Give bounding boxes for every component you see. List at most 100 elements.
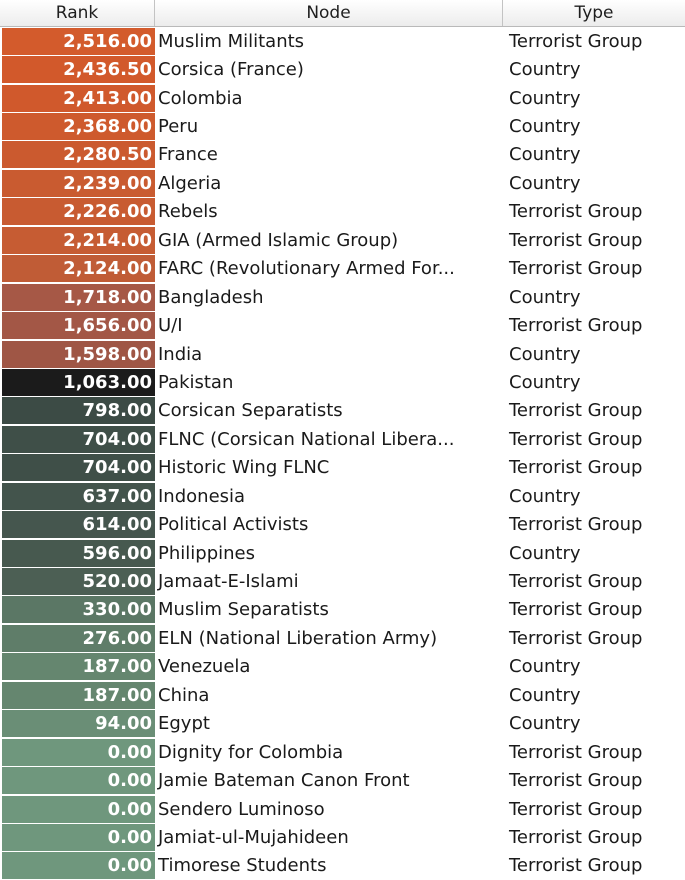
table-row[interactable]: 2,436.50 Corsica (France) Country bbox=[0, 55, 685, 84]
type-cell: Terrorist Group bbox=[509, 229, 643, 251]
type-cell: Terrorist Group bbox=[509, 400, 643, 422]
table-row[interactable]: 0.00 Dignity for Colombia Terrorist Group bbox=[0, 738, 685, 766]
rank-cell: 2,516.00 bbox=[2, 27, 155, 55]
table-row[interactable]: 0.00 Timorese Students Terrorist Group bbox=[0, 852, 685, 880]
type-cell: Country bbox=[509, 144, 581, 166]
table-row[interactable]: 2,413.00 Colombia Country bbox=[0, 84, 685, 112]
type-cell: Terrorist Group bbox=[509, 201, 643, 223]
rank-cell: 330.00 bbox=[2, 596, 155, 624]
type-cell: Terrorist Group bbox=[509, 315, 643, 337]
type-cell: Country bbox=[509, 656, 581, 678]
rank-cell: 187.00 bbox=[2, 653, 155, 681]
table-row[interactable]: 187.00 China Country bbox=[0, 681, 685, 709]
table-row[interactable]: 330.00 Muslim Separatists Terrorist Group bbox=[0, 596, 685, 624]
type-cell: Country bbox=[509, 371, 581, 393]
node-cell: Egypt bbox=[158, 713, 210, 735]
node-cell: Indonesia bbox=[158, 485, 246, 507]
rank-cell: 1,063.00 bbox=[2, 368, 155, 396]
table-row[interactable]: 1,063.00 Pakistan Country bbox=[0, 368, 685, 396]
node-cell: Corsica (France) bbox=[158, 59, 304, 81]
table-row[interactable]: 2,214.00 GIA (Armed Islamic Group) Terrori… bbox=[0, 226, 685, 254]
type-cell: Terrorist Group bbox=[509, 258, 643, 280]
type-cell: Terrorist Group bbox=[509, 428, 643, 450]
table-row[interactable]: 0.00 Jamie Bateman Canon Front Terrorist G… bbox=[0, 766, 685, 795]
node-cell: Venezuela bbox=[158, 656, 251, 678]
type-cell: Country bbox=[509, 713, 581, 735]
table-row[interactable]: 637.00 Indonesia Country bbox=[0, 482, 685, 510]
table-row[interactable]: 2,516.00 Muslim Militants Terrorist Group bbox=[0, 27, 685, 55]
table-row[interactable]: 276.00 ELN (National Liberation Army) Terr… bbox=[0, 624, 685, 652]
table-row[interactable]: 614.00 Political Activists Terrorist Group bbox=[0, 510, 685, 539]
type-cell: Country bbox=[509, 116, 581, 138]
node-cell: Dignity for Colombia bbox=[158, 741, 344, 763]
type-cell: Country bbox=[509, 485, 581, 507]
table-row[interactable]: 2,280.50 France Country bbox=[0, 141, 685, 169]
table-row[interactable]: 1,718.00 Bangladesh Country bbox=[0, 283, 685, 311]
node-cell: Timorese Students bbox=[158, 855, 327, 877]
table-row[interactable]: 596.00 Philippines Country bbox=[0, 539, 685, 567]
node-cell: Rebels bbox=[158, 201, 218, 223]
rank-cell: 2,368.00 bbox=[2, 113, 155, 141]
node-cell: Corsican Separatists bbox=[158, 400, 343, 422]
table-row[interactable]: 2,239.00 Algeria Country bbox=[0, 169, 685, 197]
node-cell: India bbox=[158, 343, 203, 365]
rank-cell: 0.00 bbox=[2, 795, 155, 823]
rank-cell: 0.00 bbox=[2, 767, 155, 795]
table-row[interactable]: 0.00 Jamiat-ul-Mujahideen Terrorist Group bbox=[0, 823, 685, 851]
rank-cell: 2,226.00 bbox=[2, 198, 155, 226]
table-row[interactable]: 1,598.00 India Country bbox=[0, 340, 685, 368]
type-cell: Country bbox=[509, 286, 581, 308]
table-row[interactable]: 94.00 Egypt Country bbox=[0, 710, 685, 738]
type-cell: Country bbox=[509, 172, 581, 194]
rank-cell: 187.00 bbox=[2, 681, 155, 709]
rank-cell: 2,280.50 bbox=[2, 141, 155, 169]
node-cell: ELN (National Liberation Army) bbox=[158, 627, 438, 649]
rank-cell: 1,656.00 bbox=[2, 312, 155, 340]
table-row[interactable]: 1,656.00 U/I Terrorist Group bbox=[0, 311, 685, 340]
rank-cell: 520.00 bbox=[2, 568, 155, 596]
table-row[interactable]: 704.00 Historic Wing FLNC Terrorist Group bbox=[0, 454, 685, 482]
type-cell: Terrorist Group bbox=[509, 855, 643, 877]
table-row[interactable]: 2,368.00 Peru Country bbox=[0, 112, 685, 141]
column-header-rank[interactable]: Rank bbox=[0, 0, 155, 26]
node-cell: Historic Wing FLNC bbox=[158, 457, 330, 479]
rank-cell: 614.00 bbox=[2, 511, 155, 539]
type-cell: Terrorist Group bbox=[509, 30, 643, 52]
table-row[interactable]: 2,226.00 Rebels Terrorist Group bbox=[0, 198, 685, 226]
rank-cell: 94.00 bbox=[2, 710, 155, 738]
table-row[interactable]: 0.00 Sendero Luminoso Terrorist Group bbox=[0, 795, 685, 823]
node-cell: GIA (Armed Islamic Group) bbox=[158, 229, 399, 251]
table-row[interactable]: 2,124.00 FARC (Revolutionary Armed For...… bbox=[0, 255, 685, 283]
type-cell: Terrorist Group bbox=[509, 826, 643, 848]
node-cell: FARC (Revolutionary Armed For... bbox=[158, 258, 455, 280]
column-header-type[interactable]: Type bbox=[574, 3, 614, 23]
type-cell: Country bbox=[509, 87, 581, 109]
table-row[interactable]: 798.00 Corsican Separatists Terrorist Grou… bbox=[0, 397, 685, 425]
type-cell: Terrorist Group bbox=[509, 514, 643, 536]
table-row[interactable]: 187.00 Venezuela Country bbox=[0, 653, 685, 681]
rank-cell: 2,436.50 bbox=[2, 56, 155, 84]
node-cell: Algeria bbox=[158, 172, 222, 194]
node-cell: China bbox=[158, 684, 210, 706]
table-header: Rank Node Type bbox=[0, 0, 685, 27]
node-cell: France bbox=[158, 144, 218, 166]
rank-cell: 596.00 bbox=[2, 539, 155, 567]
node-cell: U/I bbox=[158, 315, 183, 337]
type-cell: Terrorist Group bbox=[509, 798, 643, 820]
node-cell: Muslim Militants bbox=[158, 30, 305, 52]
rank-cell: 704.00 bbox=[2, 425, 155, 453]
type-cell: Terrorist Group bbox=[509, 627, 643, 649]
table-row[interactable]: 520.00 Jamaat-E-Islami Terrorist Group bbox=[0, 567, 685, 596]
column-header-node[interactable]: Node bbox=[155, 0, 503, 26]
type-cell: Terrorist Group bbox=[509, 457, 643, 479]
node-cell: Pakistan bbox=[158, 371, 234, 393]
node-cell: Bangladesh bbox=[158, 286, 264, 308]
rank-cell: 2,239.00 bbox=[2, 169, 155, 197]
rank-cell: 2,124.00 bbox=[2, 255, 155, 283]
type-cell: Country bbox=[509, 542, 581, 564]
rank-cell: 2,214.00 bbox=[2, 226, 155, 254]
rank-cell: 1,598.00 bbox=[2, 340, 155, 368]
table-row[interactable]: 704.00 FLNC (Corsican National Libera... T… bbox=[0, 425, 685, 453]
node-cell: Philippines bbox=[158, 542, 255, 564]
